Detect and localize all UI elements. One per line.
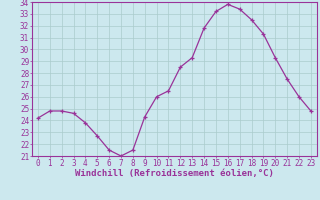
X-axis label: Windchill (Refroidissement éolien,°C): Windchill (Refroidissement éolien,°C) bbox=[75, 169, 274, 178]
